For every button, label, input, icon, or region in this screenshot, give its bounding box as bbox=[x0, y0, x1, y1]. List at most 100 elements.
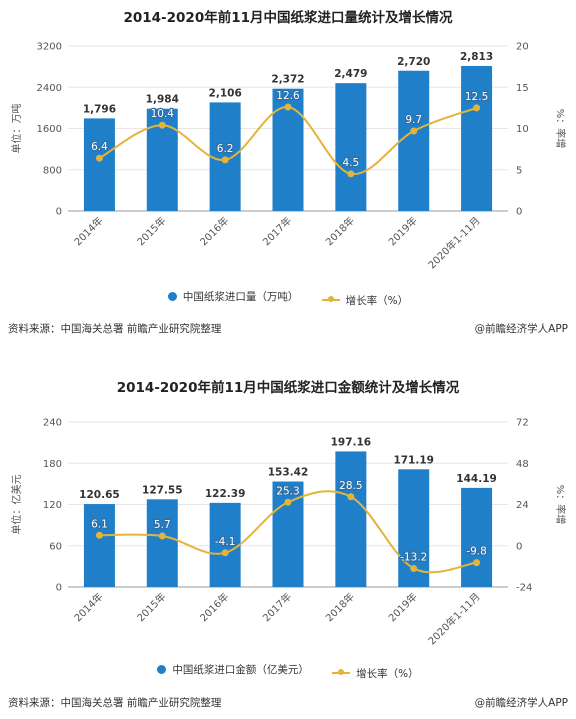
x-tick-label: 2015年 bbox=[134, 214, 168, 248]
growth-point bbox=[95, 154, 103, 162]
chart-title: 2014-2020年前11月中国纸浆进口量统计及增长情况 bbox=[123, 10, 453, 26]
growth-value-label: 28.5 bbox=[339, 480, 362, 492]
x-tick-label: 2017年 bbox=[260, 590, 294, 624]
bar-value-label: 144.19 bbox=[456, 473, 497, 485]
x-tick-label: 2018年 bbox=[323, 590, 357, 624]
growth-value-label: 12.6 bbox=[276, 90, 300, 102]
growth-point bbox=[410, 564, 418, 572]
growth-value-label: 6.2 bbox=[217, 143, 234, 155]
y-tick-label: 0 bbox=[56, 583, 62, 594]
bar bbox=[146, 499, 178, 587]
growth-point bbox=[221, 156, 229, 164]
y-tick-label: 1600 bbox=[37, 124, 62, 135]
legend-line-label: 增长率（%） bbox=[356, 667, 419, 680]
x-tick-label: 2016年 bbox=[197, 214, 231, 248]
growth-value-label: 10.4 bbox=[151, 108, 175, 120]
y-tick-label: 0 bbox=[56, 207, 62, 218]
source-text: 资料来源：中国海关总署 前瞻产业研究院整理 bbox=[8, 323, 222, 335]
chart-panel-volume: 2014-2020年前11月中国纸浆进口量统计及增长情况 0 800 1600 240… bbox=[0, 0, 576, 345]
legend-bar-swatch bbox=[157, 665, 167, 674]
x-tick-label: 2020年1-11月 bbox=[425, 214, 482, 271]
credit-text: @前瞻经济学人APP bbox=[474, 323, 568, 335]
growth-value-label: 4.5 bbox=[343, 157, 360, 169]
growth-point bbox=[221, 549, 229, 557]
growth-value-label: 6.4 bbox=[91, 141, 108, 153]
bar-value-label: 2,479 bbox=[334, 68, 367, 80]
bar bbox=[209, 502, 241, 587]
chart-panel-value: 2014-2020年前11月中国纸浆进口金额统计及增长情况 0 60 120 180 2… bbox=[0, 372, 576, 719]
x-tick-label: 2016年 bbox=[197, 590, 231, 624]
legend-item-bar: 中国纸浆进口量（万吨） bbox=[167, 289, 298, 304]
bar bbox=[335, 83, 367, 211]
y-axis-title: 单位：亿美元 bbox=[10, 475, 23, 535]
growth-value-label: 9.7 bbox=[405, 114, 422, 126]
y2-tick-label: 15 bbox=[516, 83, 529, 94]
growth-point bbox=[410, 127, 418, 135]
legend-item-bar: 中国纸浆进口金额（亿美元） bbox=[157, 662, 309, 677]
growth-point bbox=[158, 532, 166, 540]
x-tick-label: 2017年 bbox=[260, 214, 294, 248]
y2-tick-label: 20 bbox=[516, 42, 529, 53]
legend: 中国纸浆进口金额（亿美元） 增长率（%） bbox=[0, 662, 576, 681]
bar-value-label: 197.16 bbox=[331, 436, 372, 448]
bar bbox=[83, 504, 115, 587]
y-tick-label: 800 bbox=[43, 165, 62, 176]
bar-value-label: 2,106 bbox=[209, 87, 242, 99]
bar-value-label: 1,796 bbox=[83, 103, 116, 115]
growth-point bbox=[473, 104, 481, 112]
growth-value-label: 12.5 bbox=[465, 91, 488, 103]
y2-tick-label: 48 bbox=[516, 459, 529, 470]
growth-value-label: -9.8 bbox=[466, 546, 487, 558]
bar bbox=[461, 65, 493, 212]
growth-value-label: 25.3 bbox=[276, 485, 299, 497]
growth-point bbox=[158, 121, 166, 129]
y-tick-label: 180 bbox=[43, 459, 62, 470]
growth-value-label: -4.1 bbox=[215, 536, 236, 548]
y2-axis-title: %：率增 bbox=[554, 109, 567, 149]
x-tick-label: 2019年 bbox=[386, 214, 420, 248]
bar-value-label: 2,372 bbox=[271, 74, 304, 86]
legend: 中国纸浆进口量（万吨） 增长率（%） bbox=[0, 289, 576, 308]
chart-volume: 0 800 1600 2400 3200 0 5 10 15 20 单位：万吨 %：率增 1,796 1,… bbox=[10, 42, 567, 272]
bar bbox=[83, 118, 115, 211]
x-tick-label: 2019年 bbox=[386, 590, 420, 624]
y-tick-label: 2400 bbox=[37, 83, 62, 94]
legend-line-swatch bbox=[332, 669, 351, 675]
y-tick-label: 60 bbox=[49, 541, 62, 552]
y-tick-label: 240 bbox=[43, 418, 62, 429]
chart-title: 2014-2020年前11月中国纸浆进口金额统计及增长情况 bbox=[116, 380, 460, 396]
legend-item-line: 增长率（%） bbox=[321, 293, 409, 308]
legend-bar-swatch bbox=[167, 292, 177, 301]
bar bbox=[461, 487, 493, 587]
growth-value-label: -13.2 bbox=[400, 551, 427, 563]
growth-point bbox=[284, 498, 292, 506]
x-tick-label: 2015年 bbox=[134, 590, 168, 624]
bar bbox=[398, 70, 430, 211]
bar bbox=[335, 451, 367, 587]
growth-point bbox=[95, 531, 103, 539]
y-axis-title: 单位：万吨 bbox=[10, 104, 23, 154]
legend-bar-label: 中国纸浆进口金额（亿美元） bbox=[172, 664, 309, 676]
y2-tick-label: -24 bbox=[516, 583, 532, 594]
y2-tick-label: 5 bbox=[516, 165, 522, 176]
x-tick-label: 2014年 bbox=[71, 590, 105, 624]
chart-value: 0 60 120 180 240 -24 0 24 48 72 单位：亿美元 %：率增 120.65 12… bbox=[10, 418, 567, 648]
bar-value-label: 122.39 bbox=[205, 488, 246, 500]
growth-value-label: 5.7 bbox=[154, 519, 171, 531]
y2-tick-label: 24 bbox=[516, 500, 529, 511]
source-text: 资料来源：中国海关总署 前瞻产业研究院整理 bbox=[8, 697, 222, 709]
legend-line-label: 增长率（%） bbox=[345, 294, 409, 307]
growth-point bbox=[347, 493, 355, 501]
bar-value-label: 2,813 bbox=[460, 51, 493, 63]
bar-value-label: 171.19 bbox=[393, 454, 434, 466]
bar-value-label: 1,984 bbox=[146, 94, 179, 106]
bar-value-label: 153.42 bbox=[268, 467, 309, 479]
bar-value-label: 120.65 bbox=[79, 489, 120, 501]
y-tick-label: 120 bbox=[43, 500, 62, 511]
bar-value-label: 2,720 bbox=[397, 56, 430, 68]
legend-line-swatch bbox=[321, 296, 340, 302]
x-tick-label: 2014年 bbox=[71, 214, 105, 248]
y2-tick-label: 0 bbox=[516, 541, 522, 552]
growth-point bbox=[284, 103, 292, 111]
credit-text: @前瞻经济学人APP bbox=[474, 697, 568, 709]
